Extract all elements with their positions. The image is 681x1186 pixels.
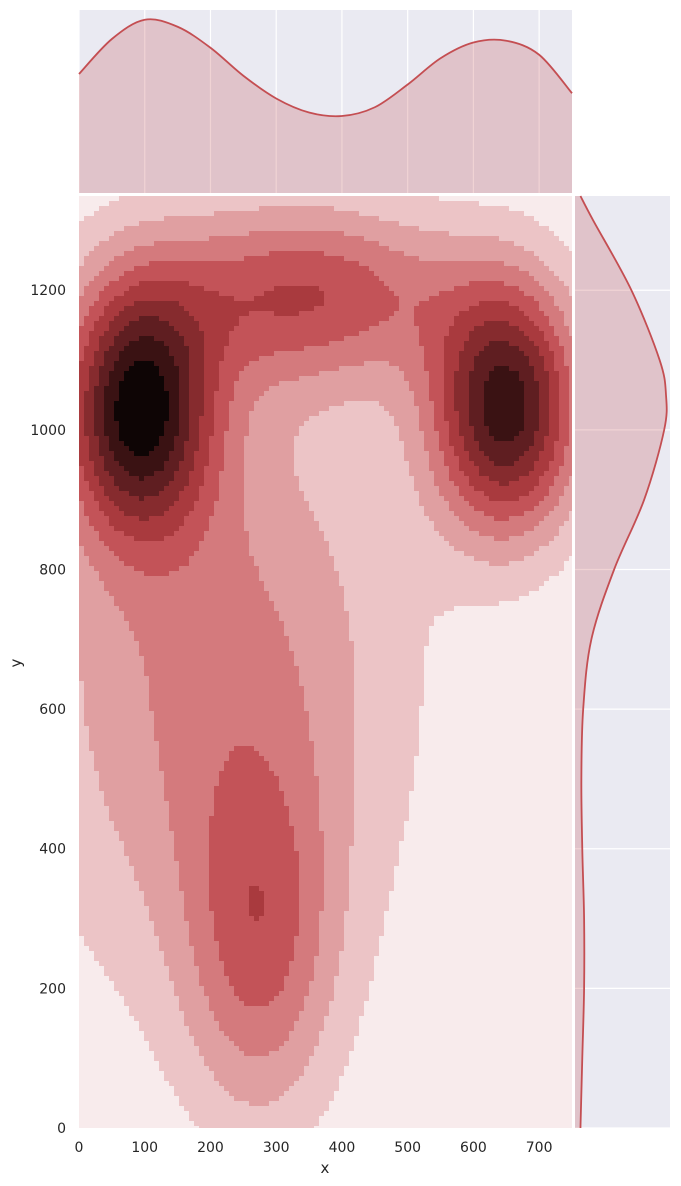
y-tick-label: 1200 [30,283,66,299]
y-tick-label: 0 [57,1121,66,1137]
x-axis-label: x [321,1159,330,1177]
y-tick-label: 1000 [30,423,66,439]
joint-kde-panel [79,196,572,1128]
kde-contour-level-10 [114,361,169,456]
kde-contour-level-9 [104,336,524,481]
x-tick-label: 700 [526,1140,553,1156]
marginal-x-panel [78,10,573,194]
kde-contour-level-7 [84,301,549,521]
marginal-y-background [575,196,670,1128]
marginal-x-density-line [78,18,573,118]
x-tick-label: 0 [75,1140,84,1156]
marginal-y-panel [575,195,670,1129]
y-axis-label: y [7,658,25,667]
marginal-y-density-line [579,195,668,1129]
x-tick-label: 400 [329,1140,356,1156]
kde-contour-level-8 [94,316,539,501]
x-tick-label: 200 [197,1140,224,1156]
x-tick-label: 600 [460,1140,487,1156]
y-axis-ticks: 0 200 400 600 800 1000 1200 [30,283,66,1137]
y-tick-label: 400 [39,842,66,858]
marginal-y-fill [575,196,667,1128]
y-tick-label: 800 [39,562,66,578]
x-tick-label: 100 [131,1140,158,1156]
y-tick-label: 200 [39,981,66,997]
y-tick-label: 600 [39,702,66,718]
x-tick-label: 500 [394,1140,421,1156]
x-axis-ticks: 0 100 200 300 400 500 600 700 [75,1140,553,1156]
x-tick-label: 300 [263,1140,290,1156]
marginal-x-fill [79,19,572,194]
